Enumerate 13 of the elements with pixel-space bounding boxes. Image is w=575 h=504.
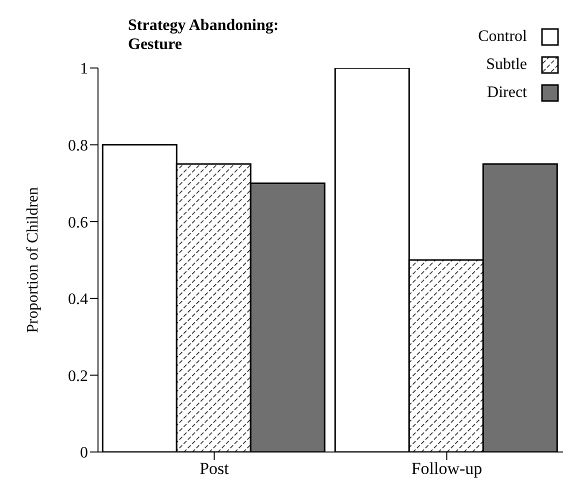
x-tick-label: Post	[200, 459, 230, 478]
chart-title: Strategy Abandoning: Gesture	[128, 16, 280, 54]
legend-label: Subtle	[486, 56, 527, 74]
y-tick-label: 1	[80, 60, 88, 78]
y-tick-label: 0.4	[68, 291, 88, 308]
y-tick-label: 0	[80, 444, 88, 462]
legend-label: Control	[478, 28, 527, 46]
y-axis-title: Proportion of Children	[24, 187, 42, 333]
legend-label: Direct	[487, 84, 527, 102]
y-tick-label: 0.6	[68, 214, 88, 232]
y-tick-label: 0.8	[68, 137, 88, 154]
y-tick-label: 0.2	[68, 368, 88, 385]
x-tick-label: Follow-up	[411, 459, 482, 478]
